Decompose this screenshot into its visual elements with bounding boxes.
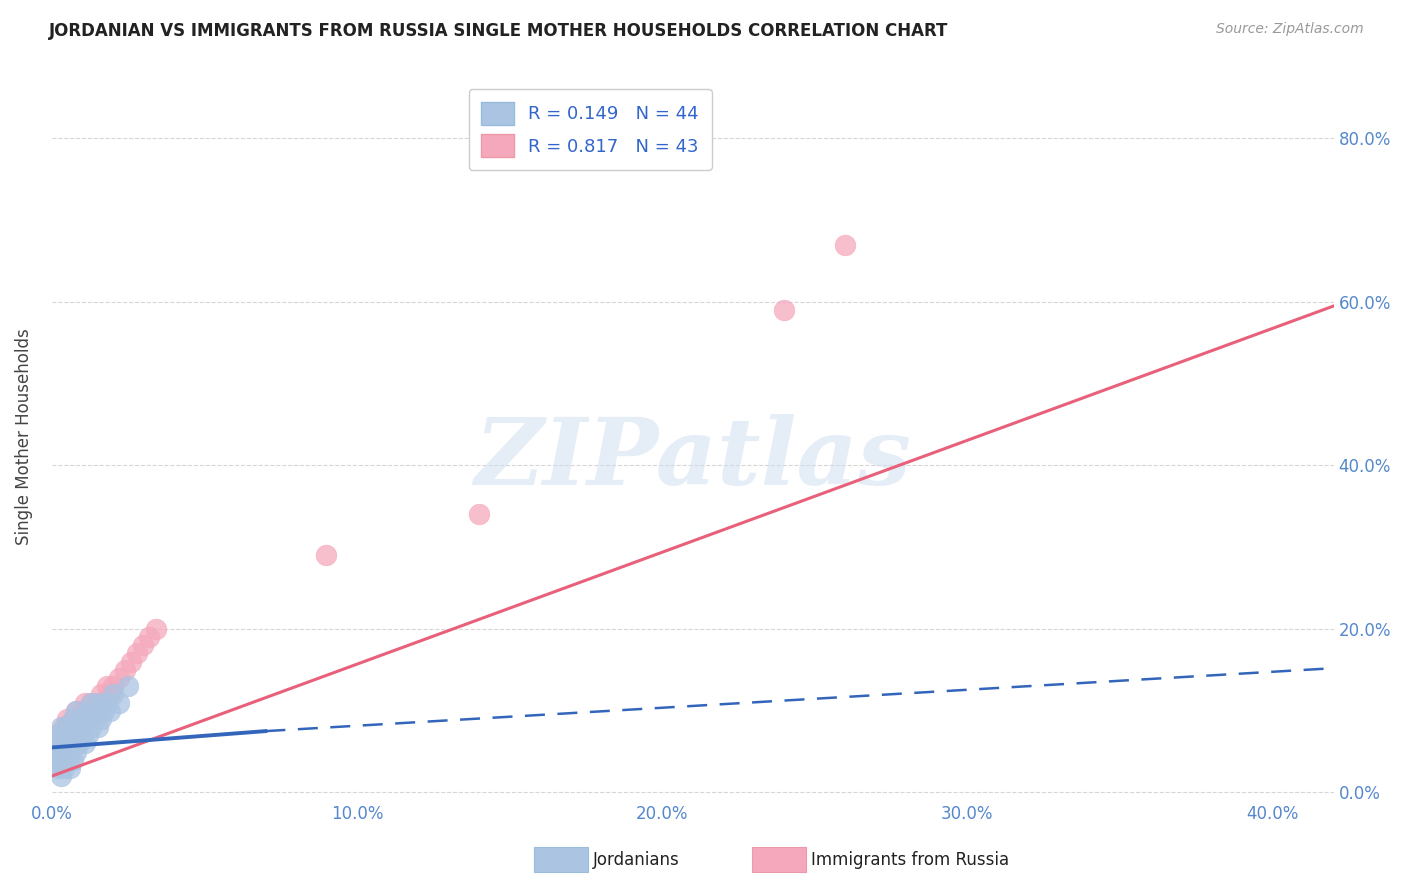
Point bbox=[101, 679, 124, 693]
Point bbox=[72, 728, 94, 742]
Text: Source: ZipAtlas.com: Source: ZipAtlas.com bbox=[1216, 22, 1364, 37]
Point bbox=[80, 696, 103, 710]
Point bbox=[468, 508, 491, 522]
Point bbox=[52, 745, 75, 759]
Point bbox=[93, 696, 115, 710]
Legend: R = 0.149   N = 44, R = 0.817   N = 43: R = 0.149 N = 44, R = 0.817 N = 43 bbox=[468, 89, 711, 170]
Point bbox=[46, 761, 69, 775]
Text: JORDANIAN VS IMMIGRANTS FROM RUSSIA SINGLE MOTHER HOUSEHOLDS CORRELATION CHART: JORDANIAN VS IMMIGRANTS FROM RUSSIA SING… bbox=[49, 22, 949, 40]
Point bbox=[315, 549, 337, 563]
Point bbox=[67, 720, 90, 734]
Point bbox=[44, 753, 66, 767]
Point bbox=[65, 745, 87, 759]
Point bbox=[62, 753, 84, 767]
Point bbox=[77, 704, 100, 718]
Point bbox=[46, 736, 69, 750]
Point bbox=[773, 303, 796, 318]
Point bbox=[65, 720, 87, 734]
Point bbox=[49, 769, 72, 783]
Point bbox=[56, 712, 79, 726]
Point bbox=[98, 704, 121, 718]
Point bbox=[67, 712, 90, 726]
Text: Immigrants from Russia: Immigrants from Russia bbox=[811, 851, 1010, 869]
Point bbox=[46, 745, 69, 759]
Point bbox=[75, 720, 97, 734]
Point bbox=[117, 679, 139, 693]
Point bbox=[75, 696, 97, 710]
Point bbox=[72, 704, 94, 718]
Point bbox=[834, 237, 856, 252]
Point bbox=[46, 753, 69, 767]
Y-axis label: Single Mother Households: Single Mother Households bbox=[15, 328, 32, 545]
Point bbox=[49, 745, 72, 759]
Point bbox=[44, 736, 66, 750]
Point bbox=[96, 696, 118, 710]
Point bbox=[62, 712, 84, 726]
Point bbox=[59, 736, 82, 750]
Point bbox=[90, 712, 112, 726]
Point bbox=[62, 728, 84, 742]
Point bbox=[120, 655, 142, 669]
Point bbox=[90, 687, 112, 701]
Point bbox=[59, 720, 82, 734]
Point bbox=[77, 704, 100, 718]
Point bbox=[75, 736, 97, 750]
Point bbox=[49, 736, 72, 750]
Point bbox=[52, 720, 75, 734]
Text: ZIPatlas: ZIPatlas bbox=[474, 414, 911, 504]
Point bbox=[59, 728, 82, 742]
Point bbox=[49, 720, 72, 734]
Point bbox=[56, 720, 79, 734]
Point bbox=[72, 712, 94, 726]
Point bbox=[65, 704, 87, 718]
Point bbox=[52, 728, 75, 742]
Text: Jordanians: Jordanians bbox=[593, 851, 681, 869]
Point bbox=[101, 687, 124, 701]
Point bbox=[67, 728, 90, 742]
Point bbox=[108, 671, 131, 685]
Point bbox=[93, 704, 115, 718]
Point bbox=[75, 712, 97, 726]
Point bbox=[80, 720, 103, 734]
Point bbox=[49, 728, 72, 742]
Point bbox=[145, 622, 167, 636]
Point bbox=[65, 704, 87, 718]
Point bbox=[62, 712, 84, 726]
Point bbox=[127, 647, 149, 661]
Point bbox=[138, 630, 160, 644]
Point bbox=[56, 736, 79, 750]
Point bbox=[80, 712, 103, 726]
Point bbox=[56, 753, 79, 767]
Point bbox=[62, 736, 84, 750]
Point bbox=[67, 736, 90, 750]
Point bbox=[52, 761, 75, 775]
Point bbox=[56, 728, 79, 742]
Point bbox=[49, 753, 72, 767]
Point bbox=[59, 761, 82, 775]
Point bbox=[96, 679, 118, 693]
Point bbox=[65, 728, 87, 742]
Point bbox=[114, 663, 136, 677]
Point bbox=[59, 745, 82, 759]
Point bbox=[46, 728, 69, 742]
Point bbox=[86, 696, 108, 710]
Point bbox=[77, 728, 100, 742]
Point bbox=[98, 687, 121, 701]
Point bbox=[52, 736, 75, 750]
Point bbox=[86, 696, 108, 710]
Point bbox=[83, 704, 105, 718]
Point bbox=[72, 720, 94, 734]
Point bbox=[108, 696, 131, 710]
Point bbox=[86, 720, 108, 734]
Point bbox=[44, 745, 66, 759]
Point bbox=[80, 696, 103, 710]
Point bbox=[44, 728, 66, 742]
Point bbox=[132, 638, 155, 652]
Point bbox=[83, 712, 105, 726]
